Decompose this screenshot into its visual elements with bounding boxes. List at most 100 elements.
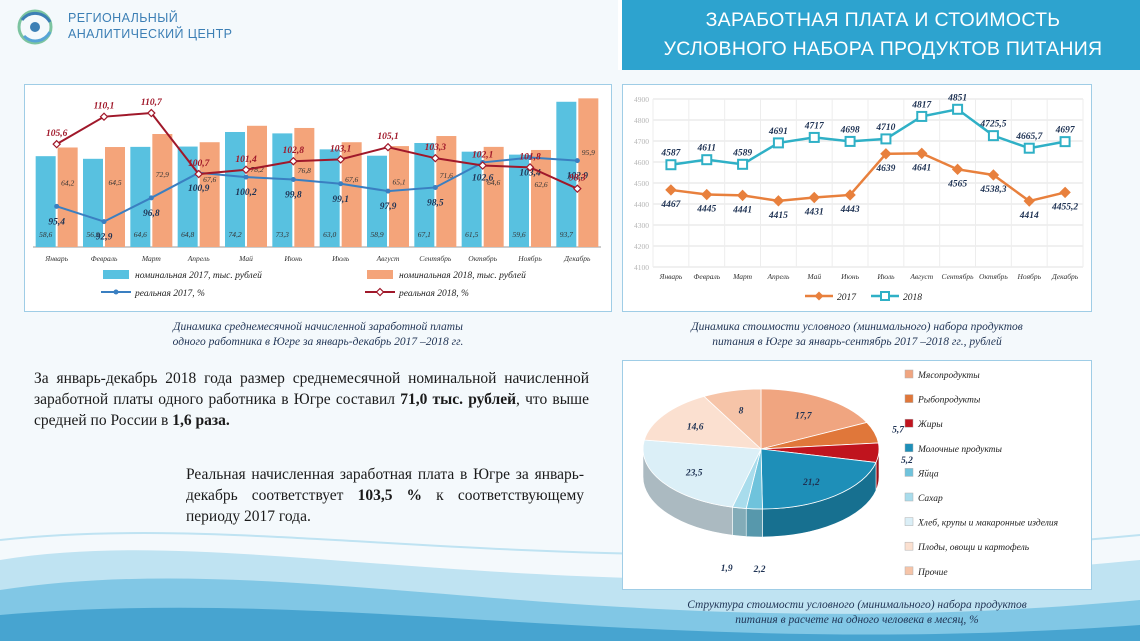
basket-2018-point-7 xyxy=(880,133,892,145)
basket-y-tick-3: 4300 xyxy=(634,221,649,230)
pie-legend-label-5: Яйца xyxy=(917,468,939,479)
bar-2018-label-5: 78,2 xyxy=(250,165,263,174)
basket-x-tick-2: Февраль xyxy=(693,272,720,281)
basket-2018-label-6: 4698 xyxy=(840,125,860,135)
legend-real-2017-marker xyxy=(113,289,119,295)
basket-2017-point-1 xyxy=(665,184,677,196)
basket-chart-panel: 4100 4200 4300 4400 4500 4600 4700 4800 4900 Янва… xyxy=(622,84,1092,312)
salary-chart-caption: Динамика среднемесячной начисленной зара… xyxy=(24,320,612,350)
basket-2018-point-2 xyxy=(701,154,713,166)
basket-2018-point-3 xyxy=(737,158,749,170)
salary-x-tick-7: Июль xyxy=(331,254,350,263)
pie-slice-1 xyxy=(760,388,868,450)
basket-2018-label-3: 4589 xyxy=(732,148,752,158)
real-2018-label-2: 110,1 xyxy=(94,102,115,112)
pie-label-9: 8 xyxy=(739,406,744,416)
basket-2018-label-10: 4725,5 xyxy=(979,120,1006,130)
legend-real-2018-marker xyxy=(375,287,385,297)
real-2018-point-12 xyxy=(572,184,582,194)
basket-x-tick-12: Декабрь xyxy=(1051,272,1079,281)
basket-2018-label-8: 4817 xyxy=(911,100,932,110)
pie-legend-label-7: Хлеб, крупы и макаронные изделия xyxy=(917,518,1058,529)
salary-x-tick-8: Август xyxy=(376,254,400,263)
salary-x-tick-2: Февраль xyxy=(91,254,118,263)
pie-legend-label-9: Прочие xyxy=(917,568,948,578)
real-2018-line xyxy=(56,111,578,190)
basket-2018-label-4: 4691 xyxy=(768,127,788,137)
real-2017-label-9: 98,5 xyxy=(427,198,444,208)
bar-2017-label-2: 56,9 xyxy=(86,230,99,239)
salary-summary-text: За январь-декабрь 2018 года размер средн… xyxy=(34,368,589,431)
basket-2018-line xyxy=(670,107,1066,166)
pie-slice-8 xyxy=(643,395,763,450)
pie-caption-line-1: Структура стоимости условного (минимальн… xyxy=(687,599,1027,611)
legend-nom-2018-swatch xyxy=(367,270,393,279)
bar-2017-9 xyxy=(414,142,435,247)
basket-chart: 4100 4200 4300 4400 4500 4600 4700 4800 4900 Янва… xyxy=(634,93,1084,303)
bar-2018-9 xyxy=(436,136,457,247)
basket-2017-point-6 xyxy=(844,189,856,201)
salary-x-tick-11: Ноябрь xyxy=(517,254,542,263)
basket-x-tick-5: Май xyxy=(806,272,821,281)
pie-legend-label-8: Плоды, овощи и картофель xyxy=(917,542,1030,553)
basket-2017-point-2 xyxy=(701,188,713,201)
real-2017-point-5 xyxy=(243,174,249,180)
basket-y-tick-1: 4100 xyxy=(634,263,649,272)
salary-chart-panel: 58,6 64,2 Январь 56,9 64,5 Февраль 64,6 72,9 Мар… xyxy=(24,84,612,312)
basket-2017-label-5: 4431 xyxy=(804,207,824,217)
basket-2017-label-3: 4441 xyxy=(732,205,752,215)
basket-x-tick-9: Сентябрь xyxy=(942,272,975,281)
real-2017-point-12 xyxy=(574,158,580,164)
real-2018-point-11 xyxy=(525,162,535,172)
real-2017-point-1 xyxy=(54,203,60,209)
pie-legend-label-2: Рыбопродукты xyxy=(917,395,981,406)
basket-y-tick-7: 4700 xyxy=(634,137,649,146)
basket-x-tick-3: Март xyxy=(732,272,753,281)
summary-ratio-value: 1,6 раза. xyxy=(172,412,230,429)
salary-x-tick-12: Декабрь xyxy=(563,254,591,263)
real-2017-line xyxy=(56,156,578,223)
pie-chart-panel: 17,7 5,7 5,2 21,2 2,2 1,9 23,5 14,6 8 Мясопродукт… xyxy=(622,360,1092,590)
basket-2018-label-12: 4697 xyxy=(1055,126,1076,136)
logo-line-1: РЕГИОНАЛЬНЫЙ xyxy=(68,11,179,25)
basket-2017-point-11 xyxy=(1023,195,1035,207)
basket-2018-point-4 xyxy=(772,137,784,149)
real-2017-label-10: 102,6 xyxy=(472,173,494,183)
logo-line-2: АНАЛИТИЧЕСКИЙ ЦЕНТР xyxy=(68,27,233,41)
basket-2017-label-4: 4415 xyxy=(768,211,788,221)
bar-2017-8 xyxy=(367,155,387,247)
basket-2017-point-3 xyxy=(736,189,749,202)
salary-x-tick-6: Июнь xyxy=(283,254,302,263)
salary-x-tick-1: Январь xyxy=(44,254,68,263)
basket-2018-label-7: 4710 xyxy=(875,123,895,133)
pie-label-6: 1,9 xyxy=(721,564,733,574)
legend-real-2018-label: реальная 2018, % xyxy=(398,289,469,299)
logo: РЕГИОНАЛЬНЫЙ АНАЛИТИЧЕСКИЙ ЦЕНТР xyxy=(14,6,244,48)
real-2018-point-3 xyxy=(146,108,156,118)
legend-basket-2018-marker xyxy=(880,291,890,301)
basket-y-tick-5: 4500 xyxy=(634,179,649,188)
basket-2017-label-8: 4641 xyxy=(911,163,931,173)
bar-2018-label-8: 65,1 xyxy=(392,177,405,186)
pie-side-6-0 xyxy=(732,506,747,537)
real-2018-label-4: 100,7 xyxy=(188,159,211,169)
bar-2017-label-3: 64,6 xyxy=(134,230,147,239)
pie-chart-caption: Структура стоимости условного (минимальн… xyxy=(622,598,1092,628)
pie-label-2: 5,7 xyxy=(892,425,905,435)
bar-2017-label-7: 63,0 xyxy=(323,230,336,239)
bar-2017-5 xyxy=(225,131,245,247)
real-2018-point-10 xyxy=(478,161,488,170)
bar-2018-label-3: 72,9 xyxy=(156,170,169,179)
real-2018-point-8 xyxy=(383,142,393,152)
basket-2017-label-6: 4443 xyxy=(840,205,860,215)
bar-2017-3 xyxy=(130,146,151,247)
salary-x-tick-4: Апрель xyxy=(187,254,210,263)
pie-legend-swatch-9 xyxy=(904,566,914,576)
real-2017-label-5: 100,2 xyxy=(235,188,257,198)
basket-2018-label-5: 4717 xyxy=(804,121,825,131)
pie-label-8: 14,6 xyxy=(687,423,704,433)
salary-x-tick-10: Октябрь xyxy=(468,254,497,263)
real-2018-label-5: 101,4 xyxy=(235,155,257,165)
pie-legend-swatch-6 xyxy=(904,492,914,502)
